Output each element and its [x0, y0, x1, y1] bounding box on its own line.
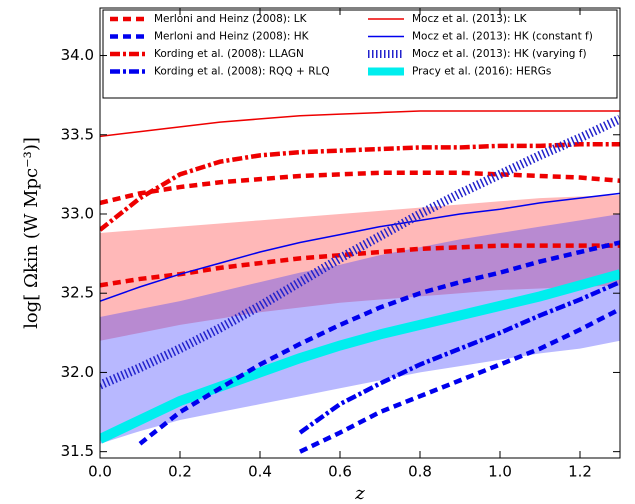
x-tick-label: 1.2	[568, 463, 592, 481]
legend: Merloni and Heinz (2008): LK Merloni and …	[102, 9, 618, 99]
x-tick-label: 0.4	[248, 463, 272, 481]
x-tick-label: 0.0	[88, 463, 112, 481]
legend-label: Kording et al. (2008): LLAGN	[154, 48, 304, 60]
x-tick-label: 0.6	[328, 463, 352, 481]
y-tick-label: 33.0	[61, 204, 94, 222]
series-line	[100, 142, 620, 232]
band	[100, 194, 620, 341]
series-line	[100, 269, 620, 444]
series-line	[100, 114, 620, 390]
legend-label: Merloni and Heinz (2008): HK	[154, 31, 310, 43]
x-axis-label: z	[354, 483, 365, 504]
x-tick-label: 1.0	[488, 463, 512, 481]
series-line	[298, 280, 620, 435]
series-line	[100, 243, 620, 288]
series-line	[100, 170, 620, 206]
y-tick-label: 32.5	[61, 284, 94, 302]
legend-label: Kording et al. (2008): RQQ + RLQ	[154, 66, 330, 78]
legend-label: Pracy et al. (2016): HERGs	[412, 66, 551, 78]
legend-box	[102, 9, 618, 99]
legend-label: Merloni and Heinz (2008): LK	[154, 13, 308, 25]
legend-label: Mocz et al. (2013): LK	[412, 13, 528, 25]
x-tick-label: 0.8	[408, 463, 432, 481]
series-line	[100, 110, 620, 138]
y-tick-label: 32.0	[61, 363, 94, 381]
y-axis-label: log[ Ωkin (W Mpc⁻³)]	[21, 137, 42, 329]
x-tick-label: 0.2	[168, 463, 192, 481]
legend-label: Mocz et al. (2013): HK (varying f)	[412, 48, 587, 60]
legend-label: Mocz et al. (2013): HK (constant f)	[412, 31, 593, 43]
y-tick-label: 31.5	[61, 442, 94, 460]
y-tick-label: 33.5	[61, 125, 94, 143]
plot-area	[100, 110, 620, 454]
series-line	[299, 307, 620, 454]
series-line	[138, 240, 620, 446]
y-tick-label: 34.0	[61, 46, 94, 64]
frame	[99, 7, 621, 459]
series-line	[100, 192, 620, 302]
